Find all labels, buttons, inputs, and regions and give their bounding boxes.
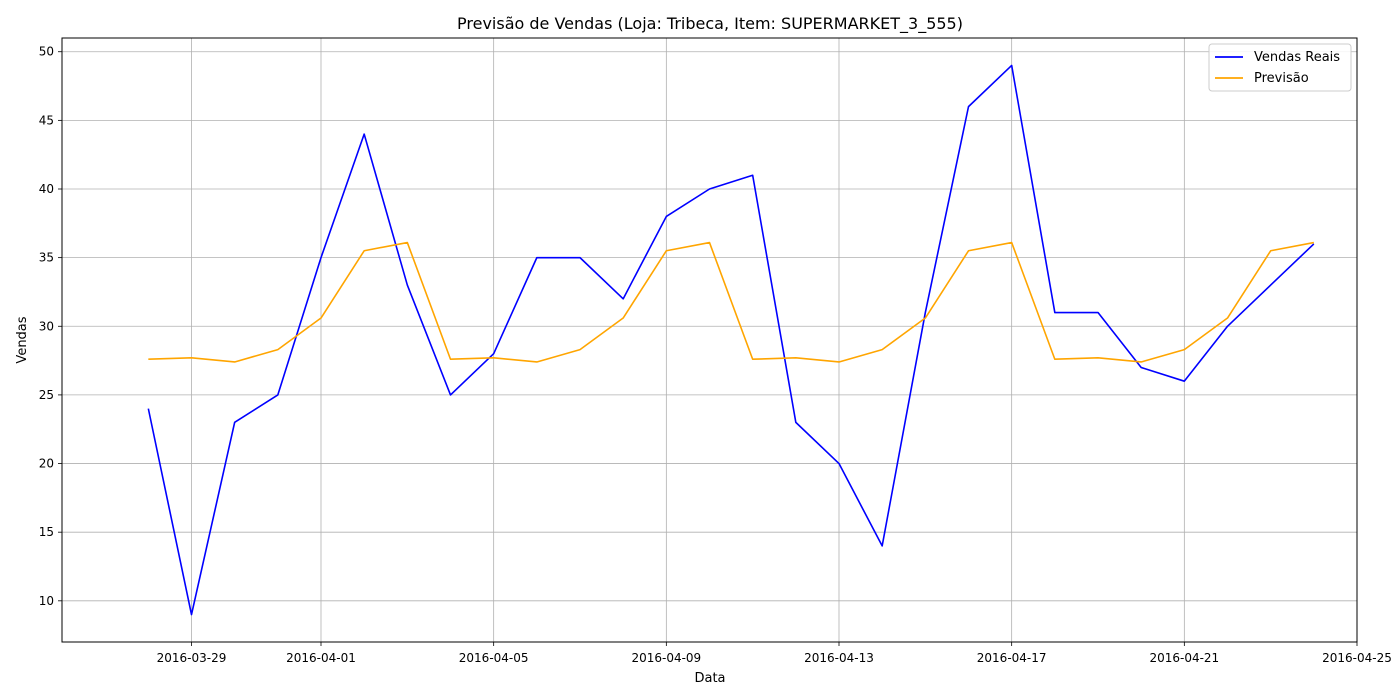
plot-frame xyxy=(61,37,1358,643)
legend-label: Previsão xyxy=(1254,71,1309,86)
x-axis-label: Data xyxy=(694,671,725,686)
x-tick-label: 2016-04-25 xyxy=(1322,651,1392,665)
y-tick-label: 15 xyxy=(39,525,54,539)
y-tick-label: 20 xyxy=(39,457,54,471)
x-tick-label: 2016-04-05 xyxy=(459,651,529,665)
y-tick-label: 40 xyxy=(39,182,54,196)
grid xyxy=(62,38,1358,642)
y-tick-label: 35 xyxy=(39,251,54,265)
x-tick-label: 2016-04-21 xyxy=(1149,651,1219,665)
x-axis-ticks: 2016-03-29 2016-04-01 2016-04-05 2016-04-09… xyxy=(157,642,1392,665)
legend-box xyxy=(1208,43,1352,92)
series-line-1 xyxy=(148,241,1314,363)
legend-label: Vendas Reais xyxy=(1254,50,1340,65)
chart-title: Previsão de Vendas (Loja: Tribeca, Item:… xyxy=(457,14,963,34)
legend: Vendas Reais Previsão xyxy=(1208,43,1352,92)
x-tick-label: 2016-04-13 xyxy=(804,651,874,665)
y-tick-label: 30 xyxy=(39,319,54,333)
y-axis-ticks: 10 15 20 25 30 35 40 45 50 xyxy=(39,45,62,608)
y-tick-label: 25 xyxy=(39,388,54,402)
y-tick-label: 45 xyxy=(39,113,54,127)
y-tick-label: 10 xyxy=(39,594,54,608)
series-lines xyxy=(147,64,1315,616)
y-tick-label: 50 xyxy=(39,45,54,59)
y-axis-label: Vendas xyxy=(15,316,30,363)
series-line-0 xyxy=(147,64,1315,616)
x-tick-label: 2016-04-17 xyxy=(977,651,1047,665)
x-tick-label: 2016-04-01 xyxy=(286,651,356,665)
x-tick-label: 2016-03-29 xyxy=(157,651,227,665)
x-tick-label: 2016-04-09 xyxy=(631,651,701,665)
